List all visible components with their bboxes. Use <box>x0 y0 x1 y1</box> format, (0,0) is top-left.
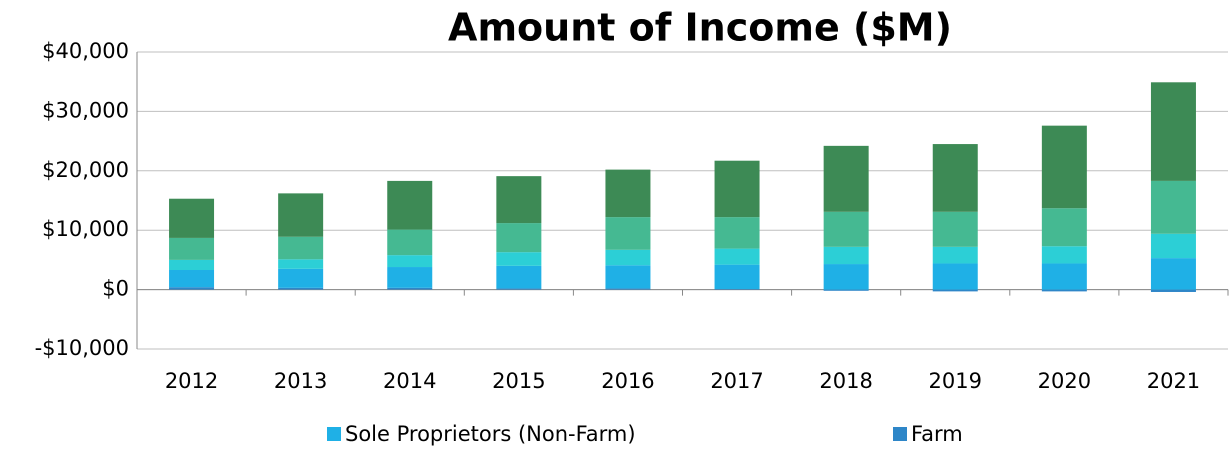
bar-segment <box>169 198 215 238</box>
bar-segment <box>1150 289 1196 292</box>
bar-segment <box>1041 125 1087 209</box>
y-tick-label: $0 <box>102 277 129 301</box>
y-tick-label: $20,000 <box>42 158 129 182</box>
x-tick-label: 2017 <box>710 369 763 393</box>
bar-segment <box>169 237 215 260</box>
bar-segment <box>1041 263 1087 290</box>
x-tick-label: 2014 <box>383 369 436 393</box>
chart-title: Amount of Income ($M) <box>448 6 952 50</box>
bar-segment <box>169 259 215 270</box>
bar-segment <box>714 264 760 290</box>
bar-segment <box>605 265 651 289</box>
bar-segment <box>932 144 978 212</box>
bar-segment <box>932 211 978 247</box>
bar-segment <box>278 236 324 260</box>
bar-segment <box>823 145 869 212</box>
bar-segment <box>714 217 760 249</box>
bar-segment <box>496 176 542 224</box>
bar-segment <box>823 264 869 290</box>
bar-segment <box>714 248 760 265</box>
bar-segment <box>823 211 869 247</box>
bar-segment <box>278 193 324 237</box>
x-tick-label: 2021 <box>1147 369 1200 393</box>
x-tick-label: 2019 <box>929 369 982 393</box>
bar-segment <box>278 287 324 290</box>
bar-segment <box>1150 180 1196 234</box>
bar-segment <box>605 288 651 290</box>
bar-segment <box>1041 246 1087 264</box>
bar-segment <box>387 229 433 256</box>
bar-segment <box>1150 258 1196 290</box>
legend-label: Farm <box>911 422 963 446</box>
x-tick-label: 2016 <box>601 369 654 393</box>
bar-segment <box>278 259 324 269</box>
bar-segment <box>169 287 215 290</box>
legend-label: Sole Proprietors (Non-Farm) <box>345 422 636 446</box>
x-tick-label: 2020 <box>1038 369 1091 393</box>
bar-segment <box>823 246 869 265</box>
bar-segment <box>1041 289 1087 292</box>
bar-segment <box>387 287 433 290</box>
x-tick-label: 2018 <box>819 369 872 393</box>
bar-segment <box>387 267 433 288</box>
bar-segment <box>823 289 869 291</box>
x-tick-label: 2012 <box>165 369 218 393</box>
bar-segment <box>1150 82 1196 181</box>
bar-segment <box>605 169 651 218</box>
bar-segment <box>714 160 760 218</box>
bar-segment <box>605 249 651 266</box>
bar-segment <box>278 268 324 288</box>
bar-segment <box>169 269 215 288</box>
bar-segment <box>496 223 542 253</box>
y-tick-label: $40,000 <box>42 39 129 63</box>
bar-segment <box>1150 233 1196 259</box>
x-tick-label: 2015 <box>492 369 545 393</box>
bar-segment <box>496 252 542 266</box>
y-tick-label: $30,000 <box>42 98 129 122</box>
bar-segment <box>1041 208 1087 247</box>
bar-segment <box>932 263 978 290</box>
x-tick-label: 2013 <box>274 369 327 393</box>
y-tick-label: $10,000 <box>42 217 129 241</box>
bar-segment <box>496 288 542 290</box>
bar-segment <box>605 217 651 250</box>
legend-swatch <box>327 427 341 441</box>
bar-segment <box>496 265 542 289</box>
legend-swatch <box>893 427 907 441</box>
bar-segment <box>932 289 978 292</box>
bar-segment <box>387 255 433 268</box>
bar-segment <box>387 180 433 230</box>
y-tick-label: -$10,000 <box>35 336 129 360</box>
bar-segment <box>714 289 760 290</box>
bar-segment <box>932 246 978 264</box>
